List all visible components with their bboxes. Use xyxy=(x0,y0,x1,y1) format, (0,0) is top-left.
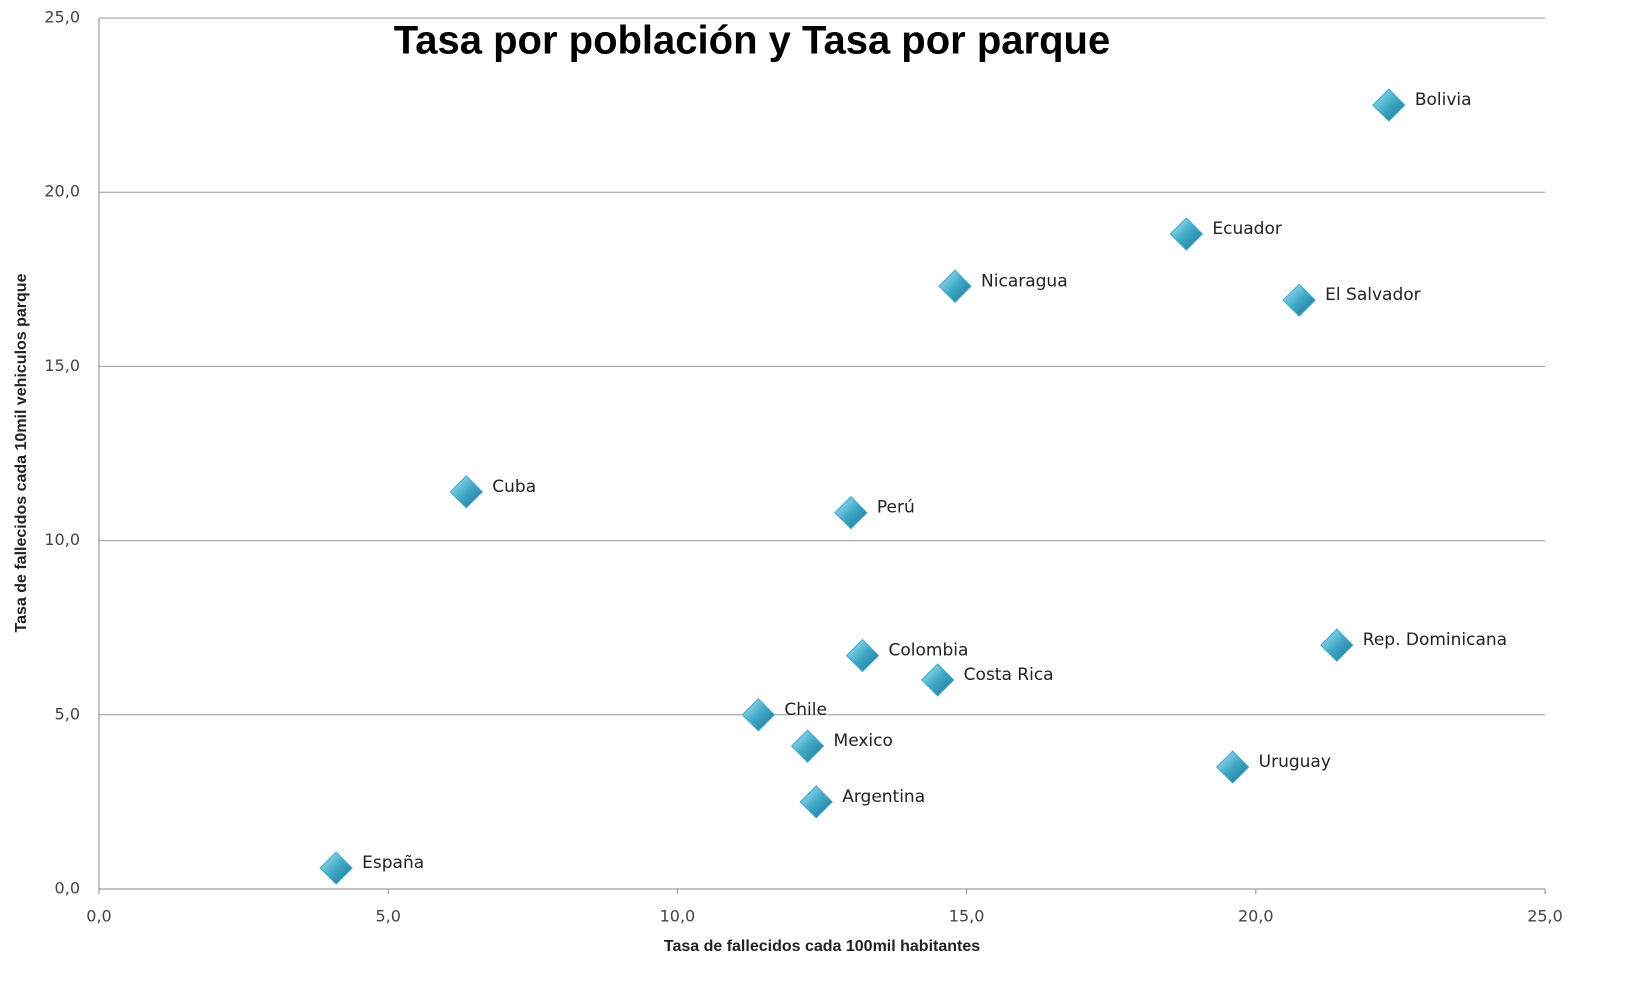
point-label: Nicaragua xyxy=(981,271,1068,291)
y-tick-label: 10,0 xyxy=(44,530,80,549)
point-label: Rep. Dominicana xyxy=(1363,630,1507,650)
point-label: Chile xyxy=(784,700,827,720)
point xyxy=(1320,628,1354,662)
y-tick-label: 0,0 xyxy=(55,879,80,898)
point xyxy=(1282,283,1316,317)
point xyxy=(799,785,833,819)
point-label: Ecuador xyxy=(1212,219,1281,239)
y-tick-label: 5,0 xyxy=(55,704,80,723)
y-tick-label: 25,0 xyxy=(44,8,80,27)
point xyxy=(319,851,353,885)
point-label: España xyxy=(362,853,424,873)
point-label: Cuba xyxy=(492,477,536,497)
point-label: Argentina xyxy=(842,787,925,807)
x-tick-label: 10,0 xyxy=(660,907,696,926)
y-axis-label: Tasa de fallecidos cada 10mil vehiculos … xyxy=(13,273,30,632)
point xyxy=(845,638,880,673)
point-label: Uruguay xyxy=(1259,752,1331,772)
point xyxy=(790,729,825,763)
point-label: Colombia xyxy=(888,641,968,661)
point xyxy=(1215,750,1250,784)
y-tick-label: 20,0 xyxy=(44,182,80,201)
y-tick-label: 15,0 xyxy=(44,356,80,375)
point-label: Costa Rica xyxy=(964,665,1054,685)
x-tick-label: 25,0 xyxy=(1527,907,1563,926)
x-tick-label: 0,0 xyxy=(86,907,111,926)
point xyxy=(449,475,483,509)
point-label: Perú xyxy=(877,498,915,518)
point xyxy=(938,269,972,303)
point xyxy=(834,496,868,530)
point xyxy=(920,663,955,697)
point-label: Mexico xyxy=(834,731,893,751)
point xyxy=(1169,217,1204,251)
point-label: Bolivia xyxy=(1415,90,1472,110)
chart-title: Tasa por población y Tasa por parque xyxy=(394,19,1110,63)
point-label: El Salvador xyxy=(1325,285,1420,305)
x-tick-label: 15,0 xyxy=(949,907,985,926)
x-axis-label: Tasa de fallecidos cada 100mil habitante… xyxy=(664,938,980,955)
point xyxy=(741,698,776,732)
point xyxy=(1372,88,1406,122)
x-tick-label: 20,0 xyxy=(1238,907,1274,926)
x-tick-label: 5,0 xyxy=(375,907,400,926)
